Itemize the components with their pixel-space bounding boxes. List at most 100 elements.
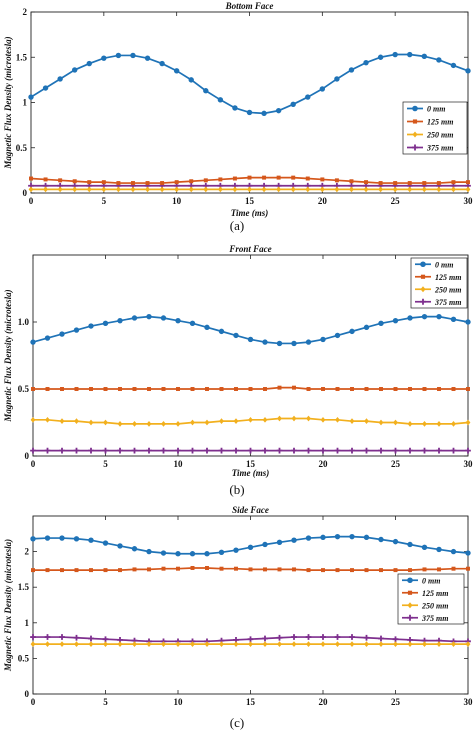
data-point <box>306 387 311 391</box>
data-point <box>261 186 267 193</box>
data-point <box>407 641 413 648</box>
data-point <box>407 447 413 454</box>
data-point <box>204 551 210 557</box>
data-point <box>276 634 283 641</box>
legend-label: 375 mm <box>434 298 461 307</box>
data-point <box>88 641 94 648</box>
y-tick-label: 1.5 <box>16 52 28 62</box>
series-125-mm <box>29 175 470 186</box>
data-point <box>101 180 106 185</box>
data-point <box>102 320 109 327</box>
data-point <box>451 387 456 391</box>
data-point <box>232 176 237 181</box>
data-point <box>160 550 167 556</box>
data-point <box>451 566 456 571</box>
data-point <box>58 178 63 183</box>
series-line <box>30 53 469 115</box>
data-point <box>147 387 151 391</box>
data-point <box>305 176 310 181</box>
data-point <box>146 548 152 555</box>
data-point <box>233 641 239 648</box>
data-point <box>363 186 369 193</box>
legend-swatch-marker <box>407 602 413 609</box>
data-point <box>44 535 51 541</box>
data-point <box>364 568 369 573</box>
data-point <box>232 186 238 193</box>
y-tick-label: 2 <box>25 547 30 557</box>
legend-swatch-marker <box>407 614 413 621</box>
data-point <box>175 317 181 324</box>
data-point <box>335 387 340 391</box>
data-point <box>305 447 312 454</box>
data-point <box>334 634 341 640</box>
plot-frame <box>32 254 469 457</box>
data-point <box>262 541 268 548</box>
data-point <box>44 335 51 341</box>
data-point <box>276 186 282 193</box>
data-point <box>45 568 50 573</box>
data-point <box>451 180 456 185</box>
data-point <box>74 568 79 573</box>
x-tick-label: 5 <box>103 459 108 469</box>
data-point <box>233 332 239 339</box>
data-point <box>204 419 210 426</box>
chart-panel-0: 0 5 10 15 20 25 30 0 0.5 1 1.5 2 Bottom Face Magnetic… <box>3 1 473 233</box>
data-point <box>378 320 384 327</box>
data-point <box>43 186 48 193</box>
data-point <box>392 186 398 193</box>
data-point <box>262 175 267 180</box>
data-point <box>217 186 223 193</box>
data-point <box>364 180 369 185</box>
data-point <box>334 76 340 82</box>
data-point <box>218 328 225 335</box>
data-point <box>436 641 442 648</box>
data-point <box>205 565 209 570</box>
data-point <box>364 387 369 391</box>
data-point <box>262 447 268 454</box>
series-250-mm <box>30 641 471 648</box>
data-point <box>103 387 108 391</box>
data-point <box>233 418 239 425</box>
data-point <box>393 568 398 573</box>
legend-label: 250 mm <box>434 285 461 294</box>
series-250-mm <box>28 186 471 193</box>
data-point <box>320 416 326 423</box>
data-point <box>232 105 238 111</box>
x-axis-label: Time (ms) <box>232 468 269 478</box>
data-point <box>161 566 166 571</box>
data-point <box>189 551 196 557</box>
data-point <box>407 181 412 186</box>
data-point <box>188 186 194 193</box>
data-point <box>292 567 296 572</box>
x-tick-label: 0 <box>31 459 36 469</box>
data-point <box>291 415 297 422</box>
data-point <box>334 186 340 193</box>
data-point <box>262 635 268 642</box>
y-axis-label: Magnetic Flux Density (microtesla) <box>3 539 13 672</box>
series-375-mm <box>30 447 471 454</box>
data-point <box>378 419 384 426</box>
data-point <box>219 641 224 648</box>
x-tick-label: 20 <box>319 459 329 469</box>
data-point <box>103 568 108 573</box>
data-point <box>203 88 209 94</box>
data-point <box>218 549 225 556</box>
data-point <box>248 416 253 423</box>
data-point <box>103 419 108 426</box>
data-point <box>103 641 108 648</box>
legend-label: 250 mm <box>426 131 453 140</box>
data-point <box>161 387 166 391</box>
legend-label: 0 mm <box>435 260 453 269</box>
x-tick-label: 20 <box>319 697 329 707</box>
data-point <box>364 641 369 648</box>
data-point <box>465 186 471 193</box>
data-point <box>218 447 225 454</box>
data-point <box>305 535 312 541</box>
data-point <box>319 186 325 193</box>
data-point <box>88 419 94 426</box>
series-250-mm <box>30 415 471 427</box>
legend-label: 125 mm <box>422 589 448 598</box>
data-point <box>59 418 65 425</box>
data-point <box>277 641 282 648</box>
data-point <box>378 641 384 648</box>
